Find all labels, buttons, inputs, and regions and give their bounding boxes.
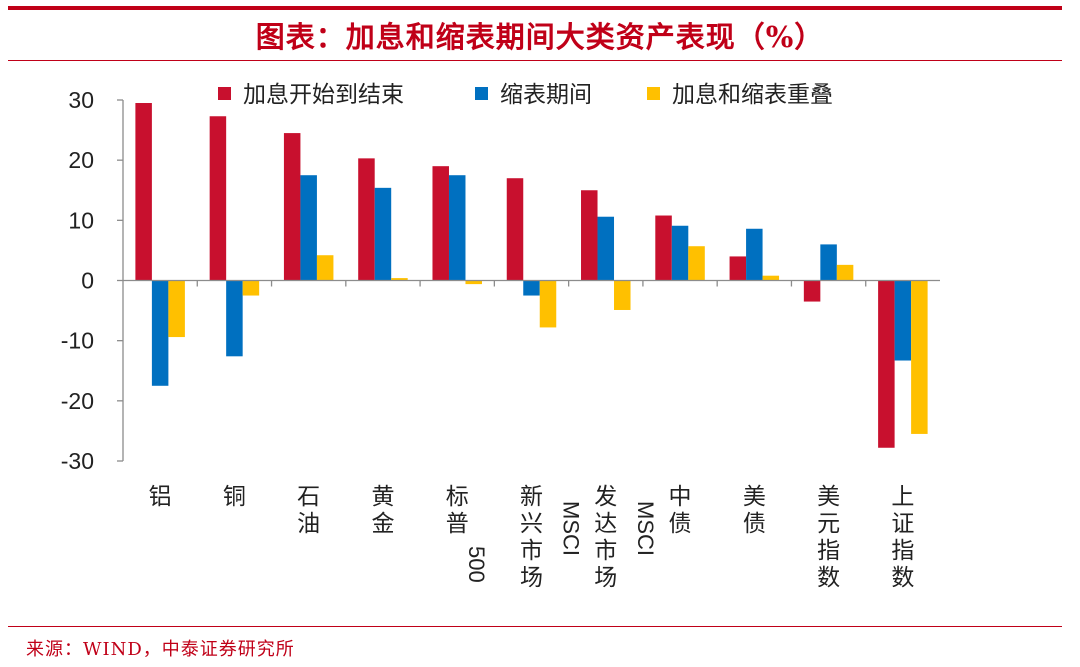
bar-1-11 (878, 280, 895, 448)
category-label-5: 普 (446, 511, 469, 537)
bar-3-2 (242, 280, 260, 296)
bar-2-9 (746, 228, 763, 281)
category-label-msci-6: MSCI (559, 501, 584, 556)
category-label-3: 石 (297, 484, 320, 510)
bar-1-3 (283, 133, 301, 281)
bar-3-3 (316, 255, 334, 281)
y-tick-label: 0 (81, 268, 94, 294)
category-label-11: 指 (891, 538, 914, 564)
category-label-6: 场 (520, 565, 543, 591)
category-label-10: 元 (817, 511, 840, 537)
category-label-11: 上 (891, 484, 914, 510)
bar-2-2 (226, 280, 243, 357)
bar-3-8 (688, 246, 705, 281)
bar-3-9 (762, 275, 780, 281)
bar-3-10 (836, 264, 854, 281)
category-label-2: 铜 (223, 484, 246, 510)
bar-2-11 (894, 280, 912, 361)
y-tick-label: 30 (68, 87, 94, 113)
category-label-11: 证 (891, 511, 914, 537)
category-label-10: 数 (817, 565, 840, 591)
category-label-6: 兴 (520, 511, 543, 537)
bar-2-4 (374, 187, 392, 281)
legend-swatch-2 (475, 87, 488, 100)
y-tick-label: -20 (61, 388, 94, 414)
bar-1-10 (803, 280, 821, 302)
category-label-11: 数 (891, 565, 914, 591)
legend-swatch-3 (647, 87, 660, 100)
bar-1-9 (729, 256, 747, 281)
source-note: 来源：WIND，中泰证券研究所 (26, 639, 295, 660)
category-label-6: 新 (520, 484, 543, 510)
category-label-9: 债 (743, 511, 766, 537)
category-label-9: 美 (743, 484, 766, 510)
category-label-5: 标 (446, 484, 469, 510)
legend-swatch-1 (218, 87, 231, 100)
bar-3-6 (539, 280, 557, 328)
bar-1-6 (506, 178, 524, 281)
y-tick-label: -10 (61, 328, 94, 354)
bar-1-7 (581, 190, 598, 281)
bar-2-10 (820, 244, 837, 281)
category-label-1: 铝 (149, 484, 172, 510)
y-tick-label: -30 (61, 448, 94, 474)
bar-1-5 (432, 166, 449, 281)
bar-2-6 (523, 280, 540, 296)
top-rule (8, 6, 1062, 10)
legend-label-3: 加息和缩表重叠 (672, 82, 833, 108)
category-label-msci-7: MSCI (633, 501, 658, 556)
category-label-7: 达 (594, 511, 617, 537)
category-label-8: 中 (669, 484, 692, 510)
bar-3-5 (465, 280, 482, 285)
category-label-10: 指 (817, 538, 840, 564)
bar-3-1 (168, 280, 185, 338)
bar-3-4 (391, 278, 408, 281)
legend-label-2: 缩表期间 (500, 82, 592, 108)
bar-2-8 (671, 225, 689, 281)
category-label-7: 市 (594, 538, 617, 564)
category-label-8: 债 (669, 511, 692, 537)
bar-3-11 (911, 280, 928, 434)
y-tick-label: 10 (68, 207, 94, 233)
bar-2-5 (448, 175, 466, 281)
category-label-6: 市 (520, 538, 543, 564)
bar-1-1 (135, 103, 152, 281)
chart-title: 图表：加息和缩表期间大类资产表现（%） (255, 20, 825, 54)
bar-1-4 (358, 158, 375, 281)
y-tick-label: 20 (68, 147, 94, 173)
category-label-5: 500 (464, 546, 489, 583)
category-label-10: 美 (817, 484, 840, 510)
bar-1-2 (209, 116, 227, 281)
title-rule (8, 60, 1062, 61)
category-label-3: 油 (297, 511, 320, 537)
category-label-7: 场 (594, 565, 617, 591)
bar-1-8 (655, 215, 672, 281)
bar-3-7 (614, 280, 631, 310)
bar-2-1 (151, 280, 169, 386)
legend-label-1: 加息开始到结束 (243, 82, 404, 108)
bar-2-3 (300, 175, 317, 281)
bottom-rule (8, 626, 1062, 627)
category-label-7: 发 (594, 484, 617, 510)
category-label-4: 黄 (371, 484, 394, 510)
bar-2-7 (597, 216, 615, 281)
category-label-4: 金 (371, 511, 394, 537)
